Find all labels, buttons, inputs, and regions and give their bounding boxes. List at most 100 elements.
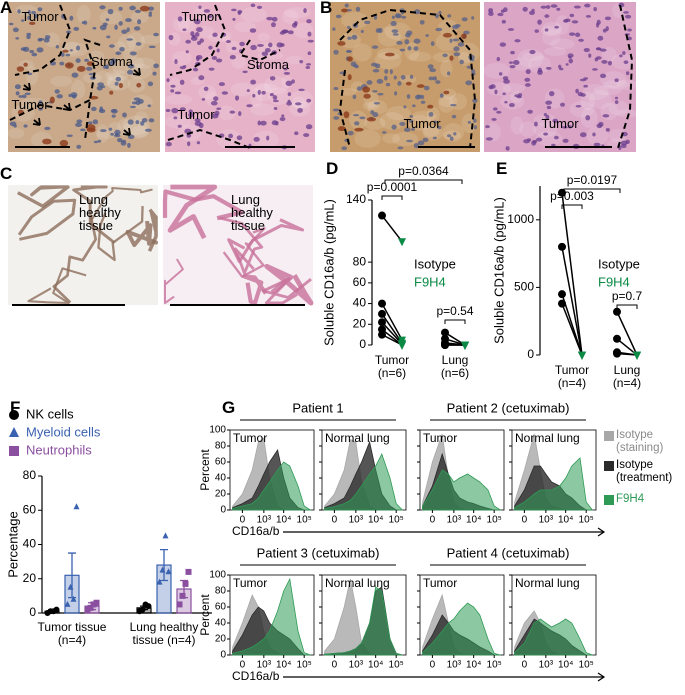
x-tick-label: 10⁴: [368, 515, 383, 526]
group-title: Patient 3 (cetuximab): [257, 545, 380, 560]
nucleus: [26, 34, 31, 40]
nucleus: [69, 49, 73, 52]
nucleus: [275, 121, 279, 126]
nucleus: [239, 41, 245, 47]
nucleus: [397, 80, 402, 86]
legend-label: Isotype: [414, 256, 456, 271]
stained-cell: [23, 62, 28, 67]
y-tick-label: 20: [23, 571, 37, 585]
nucleus: [190, 36, 198, 41]
nucleus: [473, 118, 477, 123]
nucleus: [174, 59, 178, 65]
panel-title: Normal lung: [325, 576, 390, 590]
nucleus: [527, 109, 533, 114]
nucleus: [194, 118, 201, 122]
panel-title: Normal lung: [515, 576, 580, 590]
nucleus: [38, 107, 43, 111]
pair-line: [561, 303, 583, 356]
nucleus: [447, 71, 451, 76]
nucleus: [126, 38, 133, 41]
tissue-blob: [586, 126, 609, 146]
panel-label: E: [496, 159, 508, 178]
y-tick-label: 0: [359, 337, 366, 351]
nucleus: [585, 115, 591, 121]
tissue-blob: [440, 60, 453, 78]
nucleus: [269, 93, 274, 97]
stained-cell: [341, 8, 348, 13]
region-label: Tumor: [11, 97, 49, 112]
tissue-blob: [217, 105, 236, 121]
nucleus: [372, 68, 380, 73]
region-label: Tumor: [181, 9, 219, 24]
nucleus: [147, 104, 152, 108]
tissue-blob: [50, 75, 73, 87]
nucleus: [129, 5, 136, 11]
x-tick-label: 0: [430, 515, 436, 526]
nucleus: [607, 60, 612, 66]
nucleus: [179, 107, 186, 111]
nucleus: [29, 49, 35, 54]
tissue-blob: [341, 12, 369, 29]
legend-label: F9H4: [598, 274, 630, 289]
stained-cell: [59, 139, 69, 147]
nucleus: [81, 21, 85, 24]
panel-title: Tumor: [423, 576, 457, 590]
nucleus: [585, 14, 592, 18]
x-axis-label: CD16a/b: [232, 524, 280, 538]
y-tick-label: 0: [527, 347, 534, 361]
nucleus: [545, 66, 552, 70]
nucleus: [351, 34, 358, 40]
nucleus: [76, 144, 82, 149]
nucleus: [106, 35, 111, 39]
region-outline: [169, 4, 227, 76]
x-tick-label: 10³: [447, 660, 462, 671]
data-point: [378, 330, 386, 339]
nucleus: [568, 58, 574, 64]
tissue-blob: [522, 51, 545, 61]
region-outline: [14, 4, 72, 76]
nucleus: [522, 6, 528, 12]
tissue-blob: [438, 96, 455, 113]
nucleus: [122, 112, 127, 118]
nucleus: [20, 47, 27, 51]
nucleus: [553, 135, 559, 140]
nucleus: [231, 46, 237, 51]
nucleus: [272, 95, 278, 100]
nucleus: [373, 15, 378, 20]
nucleus: [496, 110, 502, 114]
nucleus: [229, 110, 236, 114]
stained-cell: [427, 104, 434, 109]
stained-cell: [343, 111, 350, 119]
x-tick-label: 10³: [447, 515, 462, 526]
data-point: [156, 578, 163, 585]
tissue-blob: [192, 7, 208, 22]
data-point: [73, 503, 80, 510]
nucleus: [584, 3, 591, 8]
nucleus: [537, 69, 543, 75]
nucleus: [407, 46, 412, 51]
data-point: [378, 318, 386, 327]
nucleus: [488, 8, 494, 13]
nucleus: [370, 110, 375, 115]
nucleus: [261, 51, 269, 57]
data-point: [165, 568, 172, 575]
nucleus: [127, 119, 134, 125]
legend-label: Isotype (staining): [616, 429, 664, 454]
y-axis-label: Percent: [198, 449, 212, 491]
nucleus: [413, 143, 419, 149]
nucleus: [99, 5, 106, 10]
nucleus: [627, 28, 632, 32]
tissue-strand: [261, 277, 312, 305]
tissue-strand: [242, 274, 268, 306]
data-point: [145, 603, 152, 610]
tissue-blob: [96, 124, 109, 143]
nucleus: [528, 10, 535, 16]
nucleus: [228, 133, 234, 139]
nucleus: [503, 79, 510, 84]
data-point: [139, 606, 146, 613]
nucleus: [423, 85, 430, 91]
histogram-area: [514, 457, 594, 511]
nucleus: [15, 91, 20, 96]
nucleus: [453, 52, 461, 57]
tissue-blob: [408, 51, 432, 62]
